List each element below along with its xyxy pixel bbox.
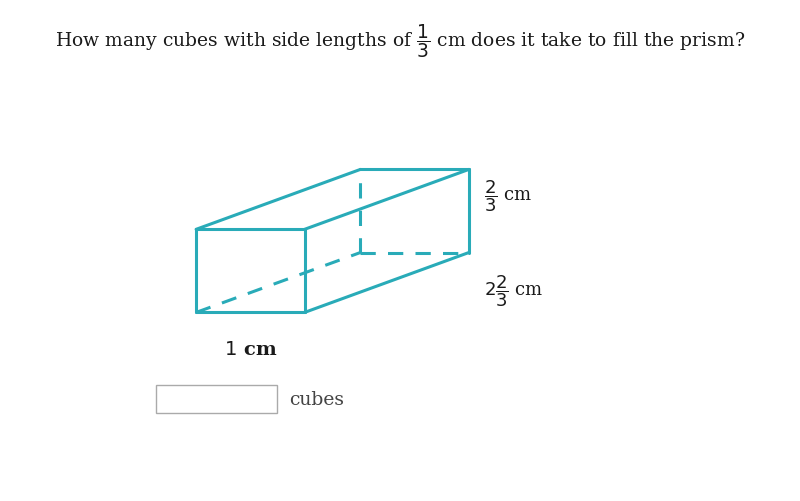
Bar [156, 385, 277, 413]
Text: cubes: cubes [289, 390, 344, 408]
Text: $\dfrac{2}{3}$ cm: $\dfrac{2}{3}$ cm [485, 178, 533, 214]
Text: $1$ cm: $1$ cm [224, 341, 277, 358]
Text: $2\dfrac{2}{3}$ cm: $2\dfrac{2}{3}$ cm [485, 273, 544, 309]
Text: How many cubes with side lengths of $\dfrac{1}{3}$ cm does it take to fill the p: How many cubes with side lengths of $\df… [55, 23, 745, 60]
